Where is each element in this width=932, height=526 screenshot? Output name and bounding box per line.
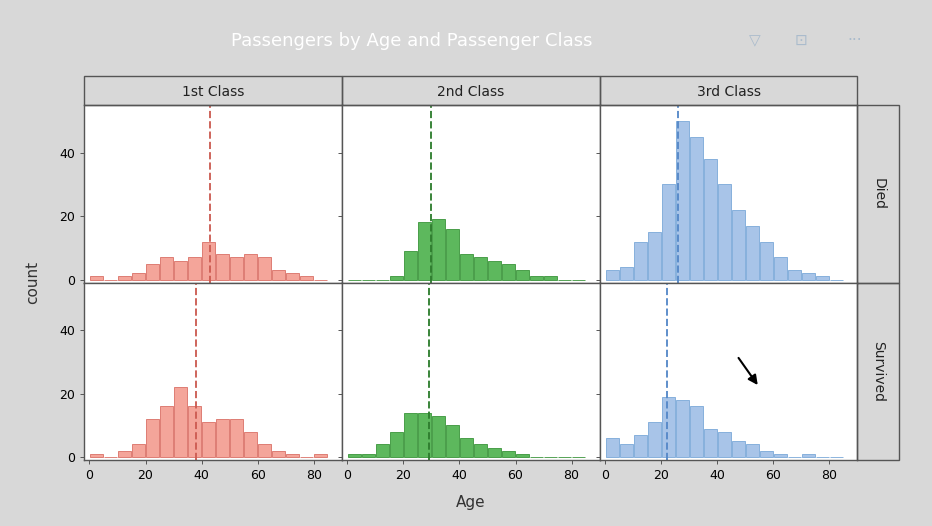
Bar bbox=[802, 454, 815, 457]
Bar bbox=[272, 270, 285, 279]
Bar bbox=[174, 387, 187, 457]
Bar bbox=[634, 241, 647, 279]
Bar bbox=[160, 407, 173, 457]
Bar bbox=[90, 454, 103, 457]
Bar bbox=[502, 451, 515, 457]
Bar bbox=[474, 257, 487, 279]
Bar bbox=[788, 270, 801, 279]
Bar bbox=[445, 426, 459, 457]
Text: 2nd Class: 2nd Class bbox=[437, 85, 504, 99]
Bar bbox=[132, 444, 145, 457]
Bar bbox=[432, 219, 445, 279]
Text: ···: ··· bbox=[847, 33, 862, 48]
Bar bbox=[174, 260, 187, 279]
Bar bbox=[718, 185, 731, 279]
Text: Passengers by Age and Passenger Class: Passengers by Age and Passenger Class bbox=[231, 32, 593, 50]
Bar bbox=[348, 454, 361, 457]
Bar bbox=[746, 444, 759, 457]
Bar bbox=[118, 451, 131, 457]
Bar bbox=[774, 454, 787, 457]
Bar bbox=[230, 419, 243, 457]
Bar bbox=[188, 257, 201, 279]
Bar bbox=[606, 270, 619, 279]
Bar bbox=[746, 226, 759, 279]
Bar bbox=[445, 229, 459, 279]
Bar bbox=[390, 276, 403, 279]
Text: 1st Class: 1st Class bbox=[182, 85, 244, 99]
Bar bbox=[774, 257, 787, 279]
Bar bbox=[188, 407, 201, 457]
Bar bbox=[732, 210, 745, 279]
Bar bbox=[620, 444, 633, 457]
Text: ⊡: ⊡ bbox=[794, 33, 807, 48]
Bar bbox=[488, 448, 501, 457]
Bar bbox=[718, 432, 731, 457]
Bar bbox=[314, 454, 327, 457]
Bar bbox=[418, 222, 431, 279]
Bar bbox=[606, 438, 619, 457]
Bar bbox=[704, 429, 717, 457]
Bar bbox=[648, 232, 661, 279]
Bar bbox=[620, 267, 633, 279]
Bar bbox=[648, 422, 661, 457]
Bar bbox=[258, 257, 271, 279]
Text: ▽: ▽ bbox=[749, 33, 761, 48]
Bar bbox=[376, 444, 389, 457]
Bar bbox=[286, 273, 299, 279]
Bar bbox=[244, 254, 257, 279]
Bar bbox=[432, 416, 445, 457]
Bar bbox=[502, 264, 515, 279]
Text: Died: Died bbox=[871, 178, 885, 210]
Bar bbox=[544, 276, 557, 279]
Bar bbox=[146, 419, 159, 457]
Bar bbox=[459, 254, 473, 279]
Bar bbox=[160, 257, 173, 279]
Bar bbox=[662, 397, 675, 457]
Bar bbox=[258, 444, 271, 457]
Bar bbox=[760, 451, 773, 457]
Bar bbox=[404, 413, 417, 457]
Bar bbox=[118, 276, 131, 279]
Bar bbox=[230, 257, 243, 279]
Bar bbox=[418, 413, 431, 457]
Bar bbox=[216, 419, 229, 457]
Bar bbox=[146, 264, 159, 279]
Bar bbox=[202, 422, 215, 457]
Bar bbox=[300, 276, 313, 279]
Bar bbox=[272, 451, 285, 457]
Bar bbox=[404, 251, 417, 279]
Bar bbox=[216, 254, 229, 279]
Bar bbox=[132, 273, 145, 279]
Bar bbox=[202, 241, 215, 279]
Bar bbox=[676, 121, 689, 279]
Bar bbox=[530, 276, 543, 279]
Bar bbox=[816, 276, 829, 279]
Bar bbox=[690, 137, 703, 279]
Bar bbox=[662, 185, 675, 279]
Bar bbox=[690, 407, 703, 457]
Bar bbox=[634, 435, 647, 457]
Bar bbox=[474, 444, 487, 457]
Bar bbox=[676, 400, 689, 457]
Text: Age: Age bbox=[456, 495, 486, 510]
Bar bbox=[244, 432, 257, 457]
Bar bbox=[286, 454, 299, 457]
Bar bbox=[732, 441, 745, 457]
Bar bbox=[488, 260, 501, 279]
Text: Survived: Survived bbox=[871, 341, 885, 402]
Bar bbox=[390, 432, 403, 457]
Bar bbox=[760, 241, 773, 279]
Bar bbox=[362, 454, 375, 457]
Bar bbox=[802, 273, 815, 279]
Bar bbox=[516, 454, 529, 457]
Text: 3rd Class: 3rd Class bbox=[696, 85, 761, 99]
Bar bbox=[704, 159, 717, 279]
Bar bbox=[459, 438, 473, 457]
Bar bbox=[90, 276, 103, 279]
Text: count: count bbox=[25, 261, 40, 304]
Bar bbox=[516, 270, 529, 279]
